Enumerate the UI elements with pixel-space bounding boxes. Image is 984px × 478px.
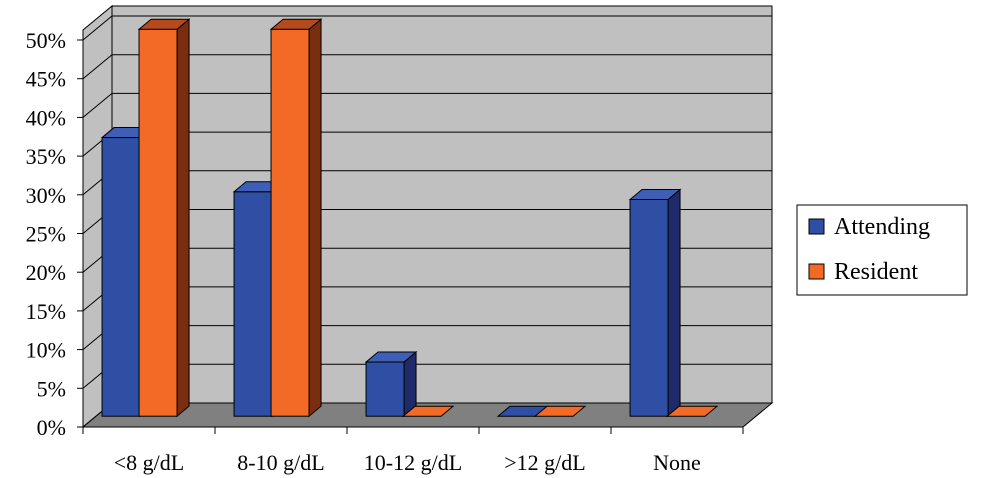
y-tick-label: 45% [26, 67, 66, 92]
category-label: >12 g/dL [504, 450, 585, 475]
bar-side [667, 188, 681, 418]
bar-front [233, 191, 273, 417]
legend-swatch [808, 263, 825, 280]
bar-front [365, 361, 405, 417]
y-tick-label: 0% [37, 415, 66, 440]
y-tick-label: 40% [26, 105, 66, 130]
bar-side [308, 18, 322, 418]
bar-top [137, 18, 191, 30]
y-tick-label: 30% [26, 183, 66, 208]
bar-attending [364, 350, 418, 418]
category-label: <8 g/dL [114, 450, 184, 475]
category-label: None [653, 450, 701, 475]
bar-resident [401, 405, 455, 417]
bar-resident [533, 405, 587, 417]
category-label: 10-12 g/dL [364, 450, 462, 475]
bar-resident [137, 18, 191, 418]
y-tick-label: 35% [26, 144, 66, 169]
bar-top [364, 351, 418, 363]
gridline [82, 92, 772, 118]
legend: Attending Resident [796, 204, 968, 296]
bar-side [176, 18, 190, 418]
bar-resident [269, 18, 323, 418]
y-tick-label: 20% [26, 260, 66, 285]
bar-top [628, 188, 682, 200]
y-tick-label: 5% [37, 376, 66, 401]
legend-label: Attending [834, 214, 930, 240]
bar-top [533, 405, 587, 417]
y-tick-label: 25% [26, 222, 66, 247]
bar-top [269, 18, 323, 30]
gridline [82, 54, 772, 80]
legend-box [796, 204, 968, 296]
bars [100, 18, 719, 418]
bar-front [101, 137, 141, 417]
category-labels: <8 g/dL 8-10 g/dL 10-12 g/dL >12 g/dL None [114, 450, 701, 475]
legend-swatch [808, 218, 825, 235]
bar-front [138, 28, 178, 417]
bar-attending [628, 188, 682, 418]
y-tick-label: 50% [26, 28, 66, 53]
category-label: 8-10 g/dL [237, 450, 324, 475]
bar-resident [665, 405, 719, 417]
bar-top [665, 405, 719, 417]
bar-top [401, 405, 455, 417]
bar-front [629, 198, 669, 417]
y-tick-label: 10% [26, 338, 66, 363]
legend-label: Resident [834, 259, 918, 285]
y-tick-label: 15% [26, 299, 66, 324]
axes [77, 30, 744, 434]
bar-front [270, 28, 310, 417]
gridline [82, 15, 772, 41]
y-tick-labels: 0% 5% 10% 15% 20% 25% 30% 35% 40% 45% 50% [26, 28, 66, 440]
